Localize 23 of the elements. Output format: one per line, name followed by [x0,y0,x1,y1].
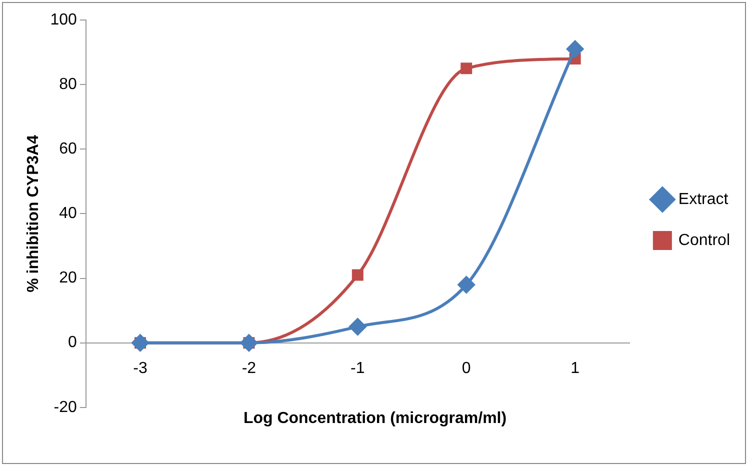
point [352,269,364,281]
y-tick-label: 40 [59,205,77,222]
point [458,276,475,294]
y-axis-title: % inhibition CYP3A4 [25,134,42,292]
legend-label: Extract [678,190,729,208]
y-tick-label: 0 [68,334,77,352]
x-tick-label: -2 [242,360,256,377]
point [566,40,584,58]
x-tick-label: 1 [570,360,580,377]
legend-label: Control [678,232,730,249]
x-tick-label: 0 [462,360,471,377]
point [349,318,366,336]
x-tick-label: -3 [133,360,148,377]
x-axis-title: Log Concentration (microgram/ml) [243,410,507,427]
y-tick-label: 60 [59,140,77,158]
y-tick-label: -20 [54,398,77,416]
x-tick-label: -1 [350,360,365,377]
y-tick-label: 80 [59,76,77,93]
point [132,334,149,352]
point [240,334,258,352]
y-tick-label: 100 [50,11,77,28]
point [460,62,472,74]
y-tick-label: 20 [59,270,77,287]
